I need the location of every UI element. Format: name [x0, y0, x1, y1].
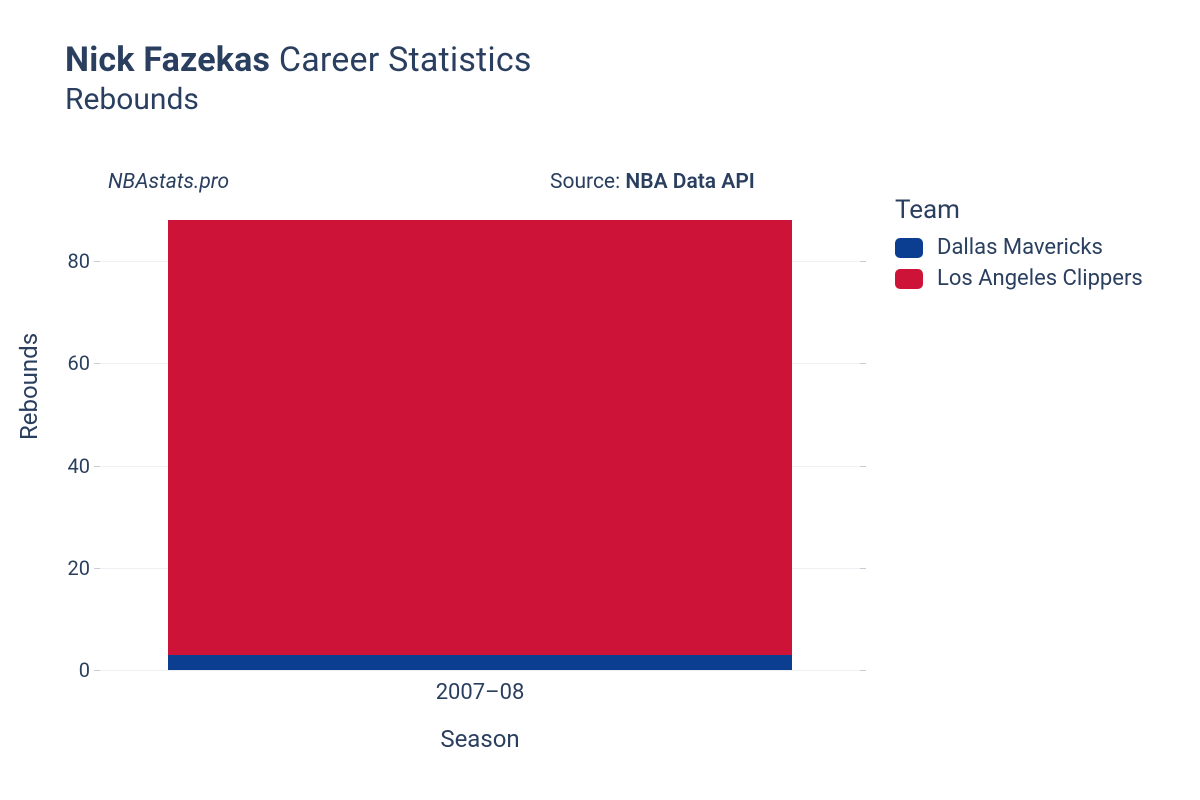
y-tick-label: 40 — [30, 454, 90, 478]
y-tick-mark — [860, 466, 866, 467]
y-tick-label: 80 — [30, 249, 90, 273]
source-prefix: Source: — [550, 170, 625, 194]
site-name: NBAstats.pro — [108, 170, 229, 194]
plot-area: 0204060802007–08 — [100, 210, 860, 670]
source-name: NBA Data API — [625, 170, 754, 194]
legend-item[interactable]: Dallas Mavericks — [895, 235, 1143, 260]
chart-area: 0204060802007–08 Rebounds Season — [100, 210, 860, 670]
bar-segment — [168, 655, 791, 670]
y-tick-mark — [860, 261, 866, 262]
y-tick-mark — [860, 363, 866, 364]
y-tick-mark — [860, 670, 866, 671]
y-tick-mark — [94, 466, 100, 467]
legend-swatch — [895, 269, 923, 289]
y-tick-mark — [860, 568, 866, 569]
legend-item[interactable]: Los Angeles Clippers — [895, 266, 1143, 291]
y-tick-label: 20 — [30, 556, 90, 580]
x-tick-label: 2007–08 — [436, 680, 525, 705]
chart-subtitle: Rebounds — [65, 82, 532, 117]
y-axis-title: Rebounds — [15, 333, 43, 440]
title-suffix: Career Statistics — [279, 40, 532, 80]
y-tick-mark — [94, 363, 100, 364]
legend-title: Team — [895, 195, 1143, 225]
grid-line — [100, 670, 860, 671]
legend-label: Los Angeles Clippers — [937, 266, 1143, 291]
x-axis-title: Season — [440, 725, 519, 753]
player-name: Nick Fazekas — [65, 40, 270, 80]
bar-segment — [168, 220, 791, 654]
y-tick-label: 0 — [30, 658, 90, 682]
legend-label: Dallas Mavericks — [937, 235, 1103, 260]
y-tick-mark — [94, 261, 100, 262]
page: Nick Fazekas Career Statistics Rebounds … — [0, 0, 1200, 800]
legend: Team Dallas Mavericks Los Angeles Clipper… — [895, 195, 1143, 297]
y-tick-mark — [94, 568, 100, 569]
y-tick-mark — [94, 670, 100, 671]
chart-title-line1: Nick Fazekas Career Statistics — [65, 40, 532, 80]
legend-swatch — [895, 238, 923, 258]
source-annotation: Source: NBA Data API — [550, 170, 755, 194]
chart-title-block: Nick Fazekas Career Statistics Rebounds — [65, 40, 532, 117]
site-annotation: NBAstats.pro — [108, 170, 229, 194]
